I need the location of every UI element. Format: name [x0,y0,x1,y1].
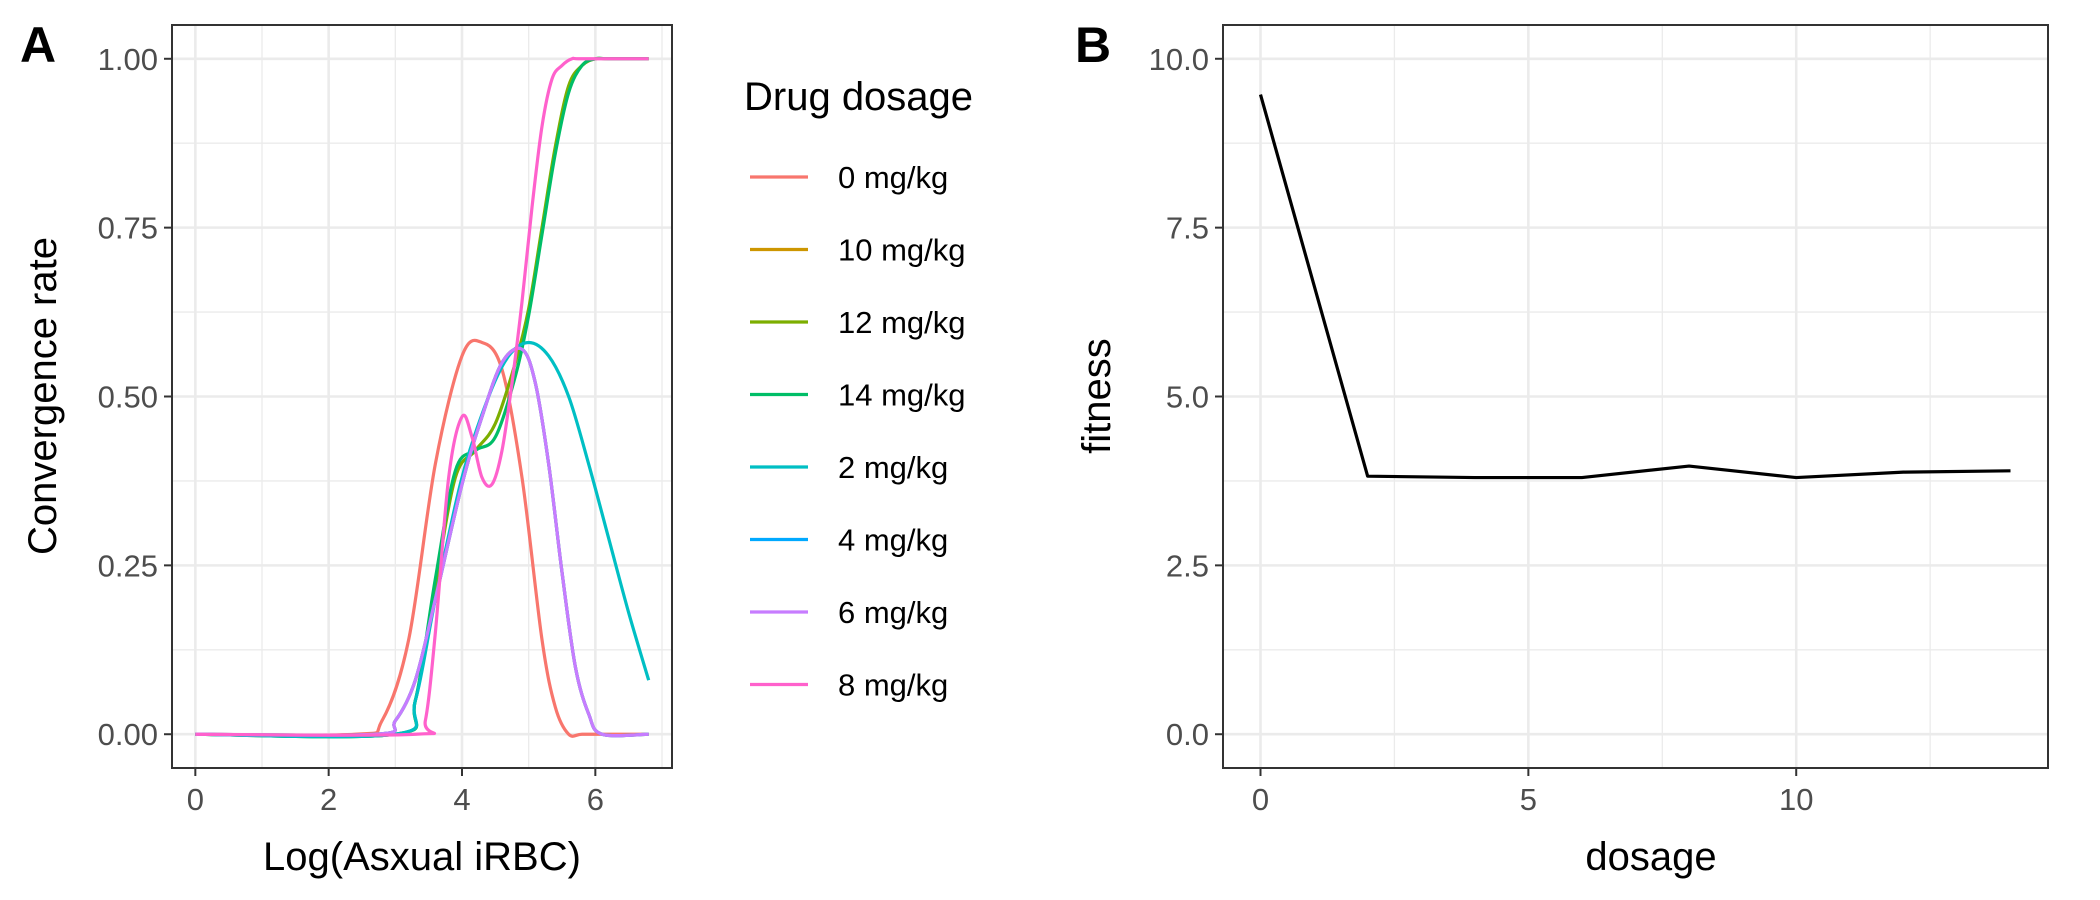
x-tick-label: 6 [587,782,604,817]
legend-title: Drug dosage [744,75,973,119]
panel-a-letter: A [20,17,56,73]
y-tick-label: 0.00 [98,717,158,752]
legend-label: 12 mg/kg [838,305,966,340]
panel-b-x-axis: 0 5 10 [1252,768,1813,817]
y-tick-label: 10.0 [1149,42,1209,77]
legend-label: 0 mg/kg [838,160,948,195]
y-tick-label: 0.75 [98,211,158,246]
series-line-0-mg-kg [195,338,649,738]
legend: Drug dosage 0 mg/kg 10 mg/kg 12 mg/kg 14 mg… [744,75,973,703]
panel-a-chart: A 0 2 4 6 0.00 0.25 0.50 0.75 1.00 Log(Asxual i… [20,17,673,879]
panel-b-y-axis-title: fitness [1075,338,1119,454]
x-tick-label: 4 [453,782,470,817]
y-tick-label: 0.0 [1166,717,1209,752]
series-line-2-mg-kg [195,340,651,739]
panel-b-x-axis-title: dosage [1585,835,1716,879]
x-tick-label: 0 [1252,782,1269,817]
series-line-fitness [1258,94,2011,480]
series-line-6-mg-kg [195,346,649,738]
x-tick-label: 2 [320,782,337,817]
panel-b-y-axis: 0.0 2.5 5.0 7.5 10.0 [1149,42,1223,752]
panel-b-letter: B [1075,17,1111,73]
x-tick-label: 0 [187,782,204,817]
legend-label: 2 mg/kg [838,450,948,485]
x-tick-label: 5 [1520,782,1537,817]
panel-b-gridlines [1223,25,2048,768]
legend-label: 14 mg/kg [838,378,966,413]
panel-a-x-axis: 0 2 4 6 [187,768,604,817]
panel-b-series [1258,94,2011,480]
panel-a-x-axis-title: Log(Asxual iRBC) [263,835,581,879]
panel-a-y-axis: 0.00 0.25 0.50 0.75 1.00 [98,42,172,752]
panel-a-series [195,56,651,739]
legend-items: 0 mg/kg 10 mg/kg 12 mg/kg 14 mg/kg 2 mg/kg 4 … [750,160,966,703]
y-tick-label: 2.5 [1166,548,1209,583]
legend-label: 8 mg/kg [838,668,948,703]
panel-b-chart: B 0 5 10 0.0 2.5 5.0 7.5 10.0 dosage fitness [1075,17,2049,879]
panel-a-y-axis-title: Convergence rate [21,237,65,555]
series-line-8-mg-kg [195,56,649,737]
legend-label: 6 mg/kg [838,595,948,630]
y-tick-label: 1.00 [98,42,158,77]
y-tick-label: 0.50 [98,380,158,415]
y-tick-label: 5.0 [1166,380,1209,415]
legend-label: 10 mg/kg [838,233,966,268]
y-tick-label: 7.5 [1166,211,1209,246]
x-tick-label: 10 [1779,782,1813,817]
legend-label: 4 mg/kg [838,523,948,558]
y-tick-label: 0.25 [98,548,158,583]
